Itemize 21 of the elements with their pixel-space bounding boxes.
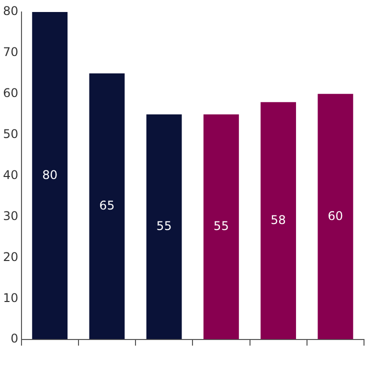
data-label: 55 — [156, 219, 172, 234]
y-tick-label: 70 — [2, 45, 18, 60]
data-label: 65 — [99, 198, 115, 213]
bar — [260, 102, 296, 340]
data-label: 60 — [328, 208, 344, 223]
y-tick-label: 10 — [2, 290, 18, 305]
y-tick-label: 40 — [2, 168, 18, 182]
y-tick-label: 50 — [2, 126, 18, 141]
y-tick-label: 30 — [2, 208, 18, 223]
bar — [89, 73, 125, 340]
bar — [32, 12, 68, 340]
data-label: 80 — [42, 168, 58, 182]
bar — [146, 114, 182, 340]
bar — [203, 114, 239, 340]
y-tick-label: 20 — [2, 250, 18, 264]
data-label: 55 — [214, 219, 229, 234]
y-tick-label: 80 — [2, 4, 18, 18]
y-tick-label: 60 — [2, 86, 18, 100]
bar — [318, 94, 354, 340]
y-tick-label: 0 — [10, 332, 18, 346]
data-label: 58 — [270, 212, 286, 227]
